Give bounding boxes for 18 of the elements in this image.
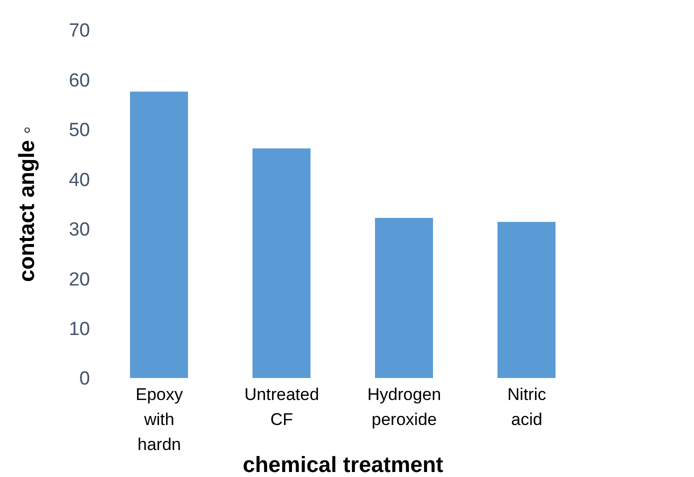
y-tick-label: 0 (79, 368, 90, 390)
y-tick-label: 20 (68, 269, 90, 290)
bar (130, 92, 188, 378)
bar (375, 218, 433, 378)
y-tick-label: 10 (68, 319, 90, 340)
y-tick-label: 40 (68, 170, 90, 191)
y-axis-title: contact angle ◦ (14, 126, 39, 282)
x-tick-label: Hydrogen peroxide (367, 385, 442, 429)
x-tick-label: Epoxy with hardn (136, 385, 184, 454)
x-axis-title: chemical treatment (242, 452, 444, 477)
bar (498, 222, 556, 378)
y-tick-label: 30 (68, 220, 90, 241)
y-tick-label: 60 (68, 70, 90, 92)
x-tick-label: Untreated CF (244, 385, 320, 429)
y-tick-label: 50 (68, 120, 90, 142)
y-tick-label: 70 (68, 20, 90, 42)
x-tick-label: Nitric acid (507, 385, 547, 429)
bar (252, 148, 310, 378)
